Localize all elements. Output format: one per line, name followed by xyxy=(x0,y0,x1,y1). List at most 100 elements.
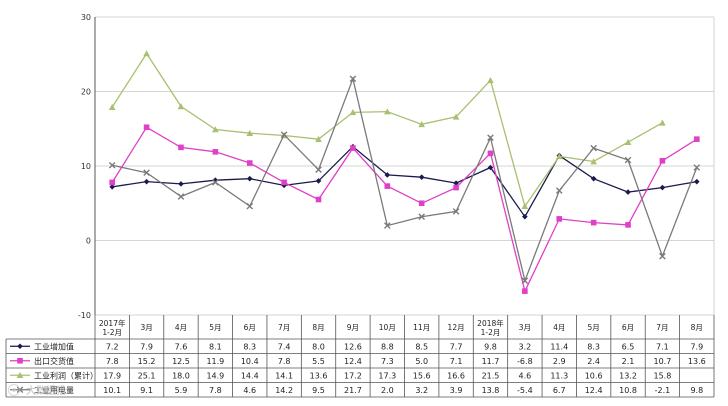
data-label: 7.9 xyxy=(140,342,153,351)
data-point xyxy=(315,196,322,203)
series-1 xyxy=(109,143,700,220)
data-point xyxy=(315,135,322,142)
data-point xyxy=(178,144,184,151)
data-label: 4.6 xyxy=(518,371,531,380)
data-point xyxy=(453,184,459,191)
x-tick-label: 7月 xyxy=(278,323,290,332)
data-label: 16.6 xyxy=(447,371,465,380)
data-point xyxy=(246,202,254,210)
data-point xyxy=(624,138,632,145)
data-label: 2.0 xyxy=(381,386,394,395)
data-label: 17.3 xyxy=(378,371,396,380)
data-point xyxy=(212,126,219,133)
y-tick-label: 20 xyxy=(81,88,91,97)
data-point xyxy=(108,161,116,169)
data-label: 12.6 xyxy=(344,342,362,351)
data-point xyxy=(384,172,391,178)
x-tick-label: 12月 xyxy=(448,323,465,332)
data-label: 10.1 xyxy=(103,386,121,395)
data-point xyxy=(522,213,528,220)
data-point xyxy=(590,144,597,152)
data-label: 2.1 xyxy=(622,357,635,366)
data-point xyxy=(212,149,219,155)
data-label: 2.4 xyxy=(587,357,600,366)
data-table: 2017年 1-2月 3月 4月 5月 6月 7月 8月 9月 10月 11月 12月 2018年 1-2… xyxy=(5,315,715,398)
data-point xyxy=(555,187,563,194)
data-point xyxy=(418,200,425,207)
data-point xyxy=(487,164,494,171)
legend-entry: 工业增加值 xyxy=(10,341,74,351)
data-label: 8.5 xyxy=(415,342,428,351)
data-point xyxy=(384,183,391,189)
y-axis: 30 20 10 0 -10 xyxy=(78,13,715,320)
data-label: 3.2 xyxy=(518,342,531,351)
data-point xyxy=(693,164,701,171)
data-point xyxy=(109,184,115,190)
series-line xyxy=(111,52,663,208)
data-label: 14.4 xyxy=(241,371,259,380)
data-point xyxy=(212,179,219,186)
data-label: 8.3 xyxy=(243,342,256,351)
data-label: 12.5 xyxy=(172,357,190,366)
x-tick-label: 9月 xyxy=(347,323,359,332)
data-label: 7.8 xyxy=(278,357,291,366)
series-line xyxy=(112,76,698,283)
data-label: 21.5 xyxy=(482,371,500,380)
data-point xyxy=(246,160,253,166)
watermark-logo-icon xyxy=(7,383,21,397)
data-label: 7.1 xyxy=(450,357,463,366)
data-point xyxy=(694,136,700,142)
data-label: 7.2 xyxy=(106,342,119,351)
series-line xyxy=(112,145,697,218)
data-point xyxy=(625,222,631,228)
data-point xyxy=(108,103,116,110)
data-label: 2.9 xyxy=(553,357,566,366)
series-2 xyxy=(109,124,700,294)
data-point xyxy=(625,189,631,195)
data-label: 9.8 xyxy=(484,342,497,351)
data-label: 7.7 xyxy=(450,342,463,351)
series-4 xyxy=(108,75,701,285)
gridlines xyxy=(95,16,714,316)
data-point xyxy=(624,156,632,164)
y-tick-label: 10 xyxy=(81,162,91,171)
data-point xyxy=(177,193,185,200)
data-point xyxy=(487,134,494,141)
data-point xyxy=(143,169,150,176)
data-point xyxy=(522,288,528,294)
x-tick-label: 6月 xyxy=(622,323,634,332)
data-point xyxy=(143,178,150,185)
x-tick-label: 2017年 1-2月 xyxy=(99,318,126,337)
data-label: 10.7 xyxy=(654,357,672,366)
legend-marker xyxy=(16,371,24,379)
data-label: 11.3 xyxy=(550,371,568,380)
legend-label: 出口交货值 xyxy=(34,356,74,366)
data-point xyxy=(487,150,494,157)
data-label: 12.4 xyxy=(344,357,362,366)
y-tick-label: 0 xyxy=(86,237,91,246)
data-point xyxy=(590,219,597,226)
data-label: 13.2 xyxy=(619,371,637,380)
data-point xyxy=(143,124,150,131)
data-label: 14.2 xyxy=(275,386,293,395)
watermark: 大数据猎 xyxy=(7,383,66,397)
legend-entry: 工业利润（累计） xyxy=(10,370,98,380)
data-label: 8.1 xyxy=(209,342,222,351)
data-point xyxy=(177,103,185,110)
data-label: 15.8 xyxy=(654,371,672,380)
data-label: 10.4 xyxy=(241,357,259,366)
data-label: 5.5 xyxy=(312,357,325,366)
data-point xyxy=(521,277,529,285)
data-label: 10.8 xyxy=(619,386,637,395)
data-label: 7.3 xyxy=(381,357,394,366)
data-point xyxy=(280,131,288,139)
data-label: 14.1 xyxy=(275,371,293,380)
data-label: -5.4 xyxy=(517,386,533,395)
data-point xyxy=(590,175,597,182)
data-point xyxy=(384,108,391,115)
data-label: 3.2 xyxy=(415,386,428,395)
legend-label: 工业利润（累计） xyxy=(34,370,98,380)
data-label: 6.7 xyxy=(553,386,566,395)
